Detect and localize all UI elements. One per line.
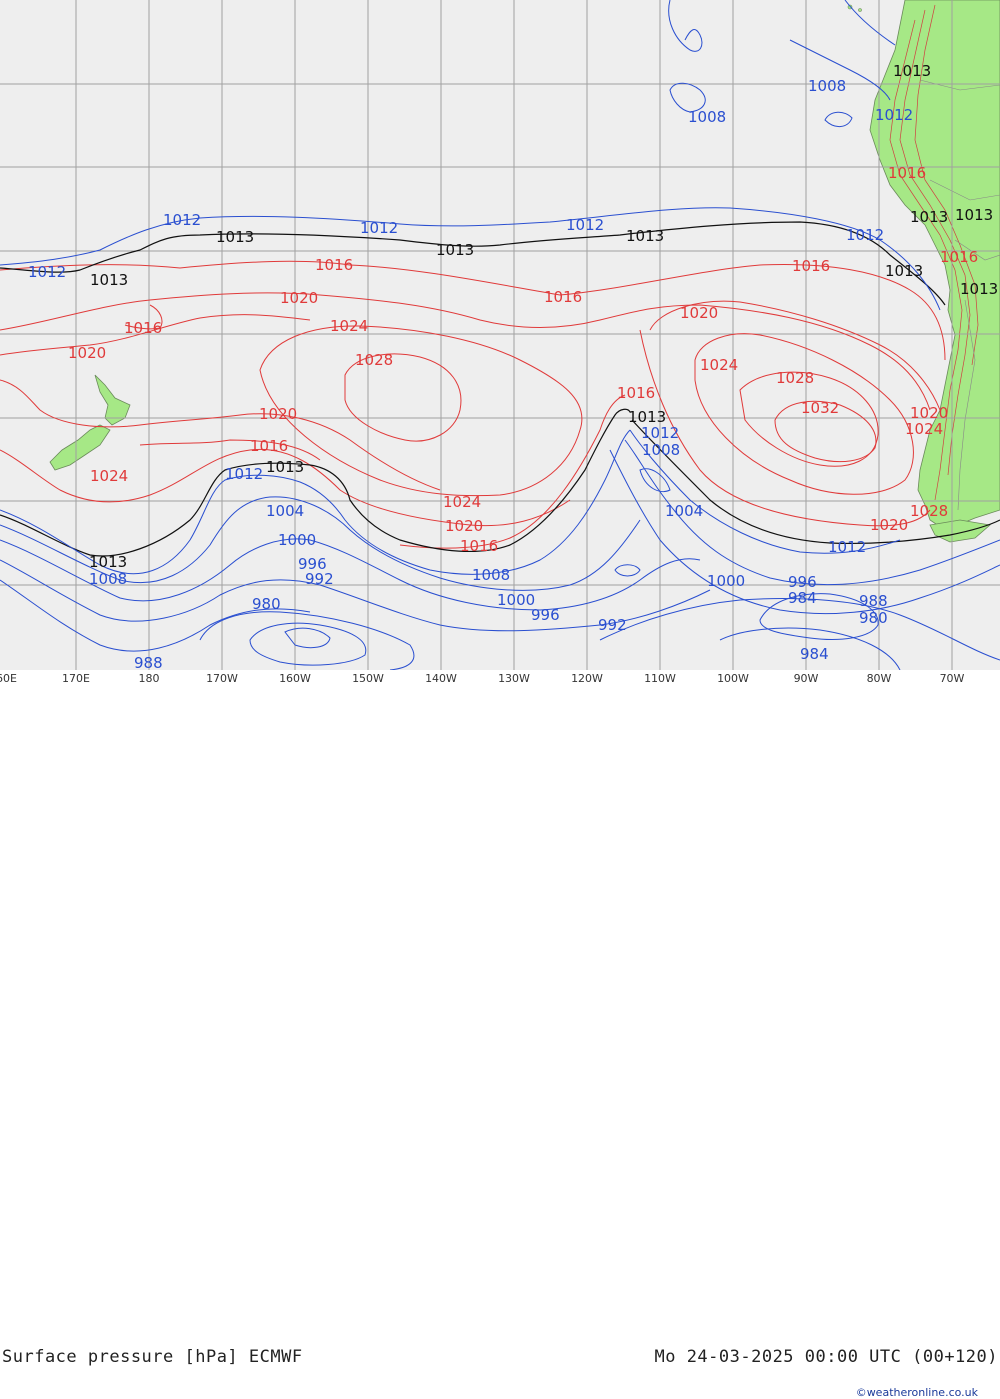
pressure-map: 1012 1013 1012 1013 1012 1013 1012 1013 … [0, 0, 1000, 670]
isobar-label: 1020 [680, 304, 718, 322]
isobar-label: 1000 [278, 531, 316, 549]
isobar-label: 1016 [544, 288, 582, 306]
isobar-label: 996 [298, 555, 327, 573]
isobar-label: 1008 [688, 108, 726, 126]
longitude-label: 180 [138, 672, 160, 685]
country-borders [919, 79, 1000, 511]
isobar-label: 1008 [472, 566, 510, 584]
isobar-label: 1012 [566, 216, 604, 234]
isobar-label: 1004 [665, 502, 703, 520]
isobar-label: 1013 [90, 271, 128, 289]
isobar-label: 1013 [626, 227, 664, 245]
isobar-label: 1020 [259, 405, 297, 423]
isobar-label: 1016 [315, 256, 353, 274]
new-zealand-south-island [49, 424, 111, 471]
isobar-label: 992 [598, 616, 627, 634]
isobar-label: 1000 [497, 591, 535, 609]
longitude-label: 150W [352, 672, 384, 685]
isobar-label: 1020 [68, 344, 106, 362]
isobar-label: 1013 [628, 408, 666, 426]
isobar-label: 1013 [955, 206, 993, 224]
isobar-label: 1016 [888, 164, 926, 182]
isobar-label: 1012 [828, 538, 866, 556]
longitude-label: 70W [939, 672, 965, 685]
isobar-label: 1012 [846, 226, 884, 244]
isobar-label: 1013 [910, 208, 948, 226]
isobar-label: 996 [788, 573, 817, 591]
isobar-label: 1008 [808, 77, 846, 95]
ocean-background [0, 0, 1000, 670]
isobar-label: 1013 [266, 458, 304, 476]
isobar-label: 1020 [910, 404, 948, 422]
isobar-label: 988 [134, 654, 163, 670]
isobar-label: 1004 [266, 502, 304, 520]
isobar-label: 1016 [250, 437, 288, 455]
isobar-label: 1013 [436, 241, 474, 259]
isobar-label: 1008 [642, 441, 680, 459]
longitude-label: 100W [717, 672, 749, 685]
isobar-label: 1013 [89, 553, 127, 571]
tierra-del-fuego [929, 519, 991, 543]
isobars-1013 [0, 221, 1000, 557]
isobar-label: 980 [859, 609, 888, 627]
isobar-label: 1012 [641, 424, 679, 442]
isobar-label: 1012 [875, 106, 913, 124]
isobar-label: 1016 [792, 257, 830, 275]
isobar-label: 980 [252, 595, 281, 613]
isobar-label: 1032 [801, 399, 839, 417]
longitude-label: 160E [0, 672, 17, 685]
isobar-label: 1020 [445, 517, 483, 535]
isobar-label: 1013 [960, 280, 998, 298]
isobar-label: 992 [305, 570, 334, 588]
isobar-label: 1028 [355, 351, 393, 369]
longitude-label: 110W [644, 672, 676, 685]
isobar-label: 1016 [940, 248, 978, 266]
map-title: Surface pressure [hPa] ECMWF [2, 1347, 303, 1367]
isobar-label: 1028 [910, 502, 948, 520]
isobar-label: 1012 [163, 211, 201, 229]
isobar-label: 1024 [443, 493, 481, 511]
longitude-label: 90W [793, 672, 819, 685]
isobar-label: 1012 [360, 219, 398, 237]
credit-link[interactable]: ©weatheronline.co.uk [855, 1386, 978, 1399]
isobar-label: 1016 [617, 384, 655, 402]
isobars-low [0, 0, 1000, 670]
longitude-label: 160W [279, 672, 311, 685]
isobar-label: 984 [800, 645, 829, 663]
longitude-label: 170E [62, 672, 90, 685]
isobar-label: 984 [788, 589, 817, 607]
andes-relief [889, 4, 979, 501]
isobar-label: 1000 [707, 572, 745, 590]
isobar-label: 1020 [280, 289, 318, 307]
isobar-label: 1024 [700, 356, 738, 374]
longitude-label: 80W [866, 672, 892, 685]
valid-time: Mo 24-03-2025 00:00 UTC (00+120) [654, 1347, 998, 1367]
isobar-label: 1013 [216, 228, 254, 246]
map-footer: 160E 170E 180 170W 160W 150W 140W 130W 120W 110W 1… [0, 670, 1000, 1399]
isobar-labels: 1012 1013 1012 1013 1012 1013 1012 1013 … [28, 62, 998, 670]
isobar-label: 1024 [90, 467, 128, 485]
isobar-label: 1028 [776, 369, 814, 387]
isobar-label: 1024 [905, 420, 943, 438]
longitude-label: 140W [425, 672, 457, 685]
isobar-label: 988 [859, 592, 888, 610]
longitude-label: 130W [498, 672, 530, 685]
isobar-label: 996 [531, 606, 560, 624]
isobar-label: 1012 [28, 263, 66, 281]
isobar-label: 1020 [870, 516, 908, 534]
isobar-label: 1016 [460, 537, 498, 555]
isobar-label: 1013 [885, 262, 923, 280]
new-zealand-north-island [94, 374, 131, 426]
isobar-label: 1016 [124, 319, 162, 337]
isobar-label: 1024 [330, 317, 368, 335]
longitude-label: 120W [571, 672, 603, 685]
isobar-label: 1013 [893, 62, 931, 80]
longitude-label: 170W [206, 672, 238, 685]
isobar-label: 1008 [89, 570, 127, 588]
isobar-label: 1012 [225, 465, 263, 483]
isobars-high [0, 260, 946, 549]
